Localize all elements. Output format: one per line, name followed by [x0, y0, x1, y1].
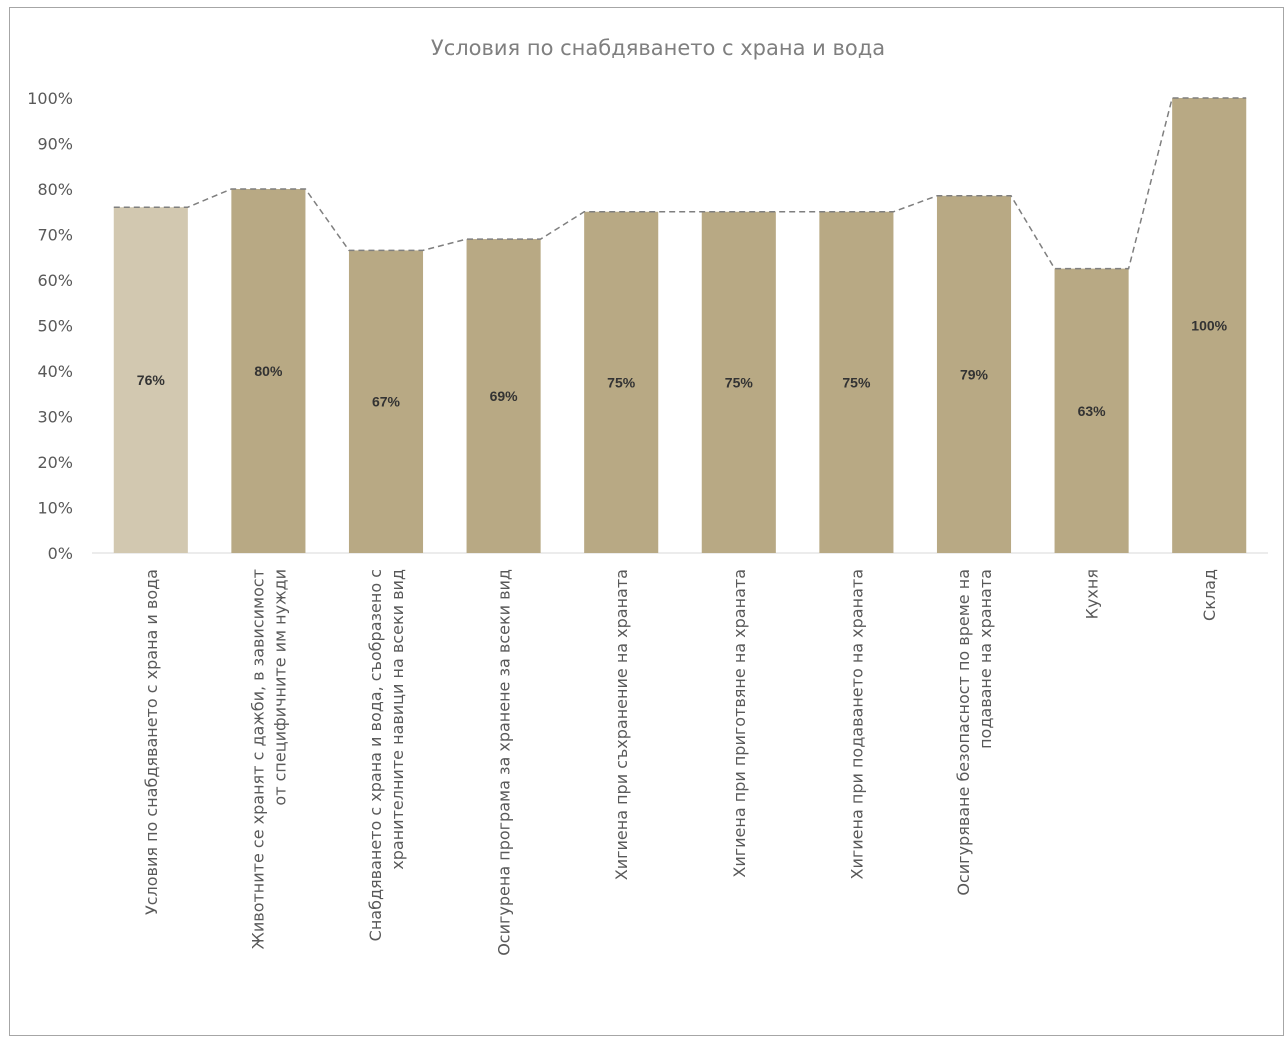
category-label-line: хранителните навици на всеки вид — [388, 569, 407, 870]
y-tick-label: 50% — [37, 317, 73, 336]
category-label-line: Осигуряване безопасност по време на — [954, 569, 973, 896]
bars — [114, 98, 1246, 553]
y-tick-label: 100% — [27, 89, 73, 108]
y-tick-label: 60% — [37, 271, 73, 290]
category-label-line: от специфичните им нужди — [270, 569, 289, 806]
y-tick-label: 30% — [37, 408, 73, 427]
category-label-line: Осигурена програма за хранене за всеки в… — [495, 569, 514, 956]
bar-value-label: 80% — [254, 363, 283, 379]
category-label: Условия по снабдяването с храна и вода — [142, 569, 161, 915]
category-label-line: Хигиена при подаването на храната — [847, 569, 866, 879]
category-labels: Условия по снабдяването с храна и вода Жи… — [142, 569, 1219, 956]
category-label-line: Условия по снабдяването с храна и вода — [142, 569, 161, 915]
bar-value-label: 75% — [842, 374, 871, 390]
category-label: Животните се хранят с дажби, в зависимос… — [248, 569, 289, 949]
category-label: Хигиена при подаването на храната — [847, 569, 866, 879]
bar-value-label: 75% — [725, 374, 754, 390]
y-tick-label: 0% — [48, 544, 73, 563]
y-axis: 0% 10% 20% 30% 40% 50% 60% 70% 80% 90% 100% — [27, 89, 73, 563]
bar-value-label: 100% — [1191, 318, 1227, 334]
y-tick-label: 10% — [37, 499, 73, 518]
chart-title: Условия по снабдяването с храна и вода — [431, 36, 885, 60]
category-label: Хигиена при съхранение на храната — [612, 569, 631, 880]
y-tick-label: 40% — [37, 362, 73, 381]
bar-value-label: 76% — [137, 372, 166, 388]
bar-value-label: 67% — [372, 394, 401, 410]
category-label: Осигурена програма за хранене за всеки в… — [495, 569, 514, 956]
category-label-line: Животните се хранят с дажби, в зависимос… — [248, 569, 267, 949]
bar-value-label: 69% — [490, 388, 519, 404]
category-label: Хигиена при приготвяне на храната — [730, 569, 749, 878]
category-label-line: Хигиена при съхранение на храната — [612, 569, 631, 880]
category-label: Кухня — [1083, 569, 1102, 619]
category-label-line: Склад — [1200, 569, 1219, 621]
category-label-line: Снабдяването с храна и вода, съобразено … — [366, 569, 385, 941]
category-label: Склад — [1200, 569, 1219, 621]
category-label-line: Кухня — [1083, 569, 1102, 619]
y-tick-label: 80% — [37, 180, 73, 199]
category-label-line: подаване на храната — [976, 569, 995, 749]
bar-value-label: 75% — [607, 374, 636, 390]
y-tick-label: 90% — [37, 135, 73, 154]
category-label: Снабдяването с храна и вода, съобразено … — [366, 569, 407, 941]
category-label-line: Хигиена при приготвяне на храната — [730, 569, 749, 878]
bar-value-label: 63% — [1078, 403, 1107, 419]
category-label: Осигуряване безопасност по време на подав… — [954, 569, 995, 896]
y-tick-label: 20% — [37, 453, 73, 472]
bar-value-label: 79% — [960, 366, 989, 382]
y-tick-label: 70% — [37, 226, 73, 245]
